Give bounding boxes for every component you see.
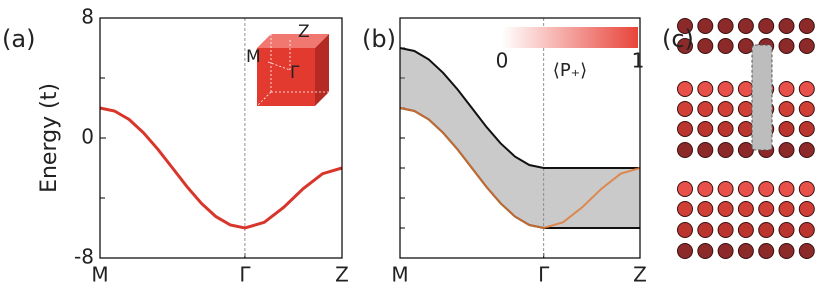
site: [737, 243, 754, 259]
inset-label: Γ: [290, 63, 300, 83]
site: [778, 142, 795, 158]
site: [677, 181, 693, 197]
site: [697, 81, 714, 97]
inset-cube: [256, 34, 329, 107]
site: [717, 142, 734, 158]
band-line: [399, 47, 640, 169]
site: [737, 142, 754, 158]
site: [697, 121, 714, 137]
site: [737, 38, 754, 54]
site: [677, 101, 693, 117]
site: [677, 121, 693, 137]
site: [677, 81, 693, 97]
site: [697, 38, 714, 54]
colorbar-tick-label: 0: [496, 49, 509, 73]
site: [697, 101, 714, 117]
site: [737, 18, 754, 34]
site: [778, 38, 795, 54]
site: [798, 81, 815, 97]
site: [798, 18, 815, 34]
site: [778, 121, 795, 137]
site: [778, 201, 795, 217]
site: [697, 222, 714, 238]
site: [717, 38, 734, 54]
site: [798, 243, 815, 259]
axes-frame: [99, 17, 343, 259]
site: [798, 222, 815, 238]
site: [737, 222, 754, 238]
colorbar: [502, 27, 638, 48]
site: [737, 101, 754, 117]
x-tick-label: Γ: [538, 263, 550, 287]
site: [677, 18, 693, 34]
site: [677, 243, 693, 259]
site: [778, 181, 795, 197]
site: [798, 142, 815, 158]
lattice: [677, 18, 815, 259]
site: [798, 181, 815, 197]
site: [717, 181, 734, 197]
site: [798, 201, 815, 217]
panel-label: (a): [2, 25, 35, 53]
inset-label: Z: [298, 22, 310, 42]
x-tick-label: Γ: [239, 263, 251, 287]
bulk-band: [400, 48, 640, 228]
site: [778, 101, 795, 117]
y-tick-label: 0: [81, 125, 94, 149]
x-tick-label: Z: [335, 263, 349, 287]
site: [758, 181, 775, 197]
site: [778, 243, 795, 259]
y-tick-label: -8: [74, 245, 94, 269]
site: [737, 81, 754, 97]
site: [758, 222, 775, 238]
site: [737, 201, 754, 217]
site: [717, 18, 734, 34]
site: [677, 201, 693, 217]
site: [758, 18, 775, 34]
site: [778, 222, 795, 238]
strip: [751, 44, 773, 151]
inset-label: M: [246, 47, 261, 67]
site: [737, 181, 754, 197]
site: [717, 243, 734, 259]
x-tick-label: M: [391, 263, 408, 287]
colorbar-label: ⟨P₊⟩: [553, 60, 587, 81]
site: [717, 101, 734, 117]
site: [697, 181, 714, 197]
site: [677, 142, 693, 158]
x-tick-label: M: [91, 263, 108, 287]
site: [677, 222, 693, 238]
site: [798, 38, 815, 54]
site: [758, 243, 775, 259]
site: [798, 101, 815, 117]
site: [717, 81, 734, 97]
site: [778, 18, 795, 34]
y-tick-label: 8: [81, 5, 94, 29]
colorbar-tick-label: 1: [632, 49, 645, 73]
site: [717, 222, 734, 238]
x-tick-label: Z: [633, 263, 647, 287]
site: [737, 121, 754, 137]
site: [697, 18, 714, 34]
band-line: [399, 107, 641, 230]
site: [697, 142, 714, 158]
panel-label: (b): [362, 25, 396, 53]
y-axis-label: Energy (t): [37, 83, 62, 193]
site: [697, 243, 714, 259]
site: [717, 201, 734, 217]
axes-frame: [399, 17, 641, 259]
panel-label: (c): [662, 25, 694, 53]
site: [697, 201, 714, 217]
site: [717, 121, 734, 137]
site: [758, 201, 775, 217]
band-line: [99, 106, 343, 230]
site: [798, 121, 815, 137]
site: [778, 81, 795, 97]
site: [677, 38, 693, 54]
